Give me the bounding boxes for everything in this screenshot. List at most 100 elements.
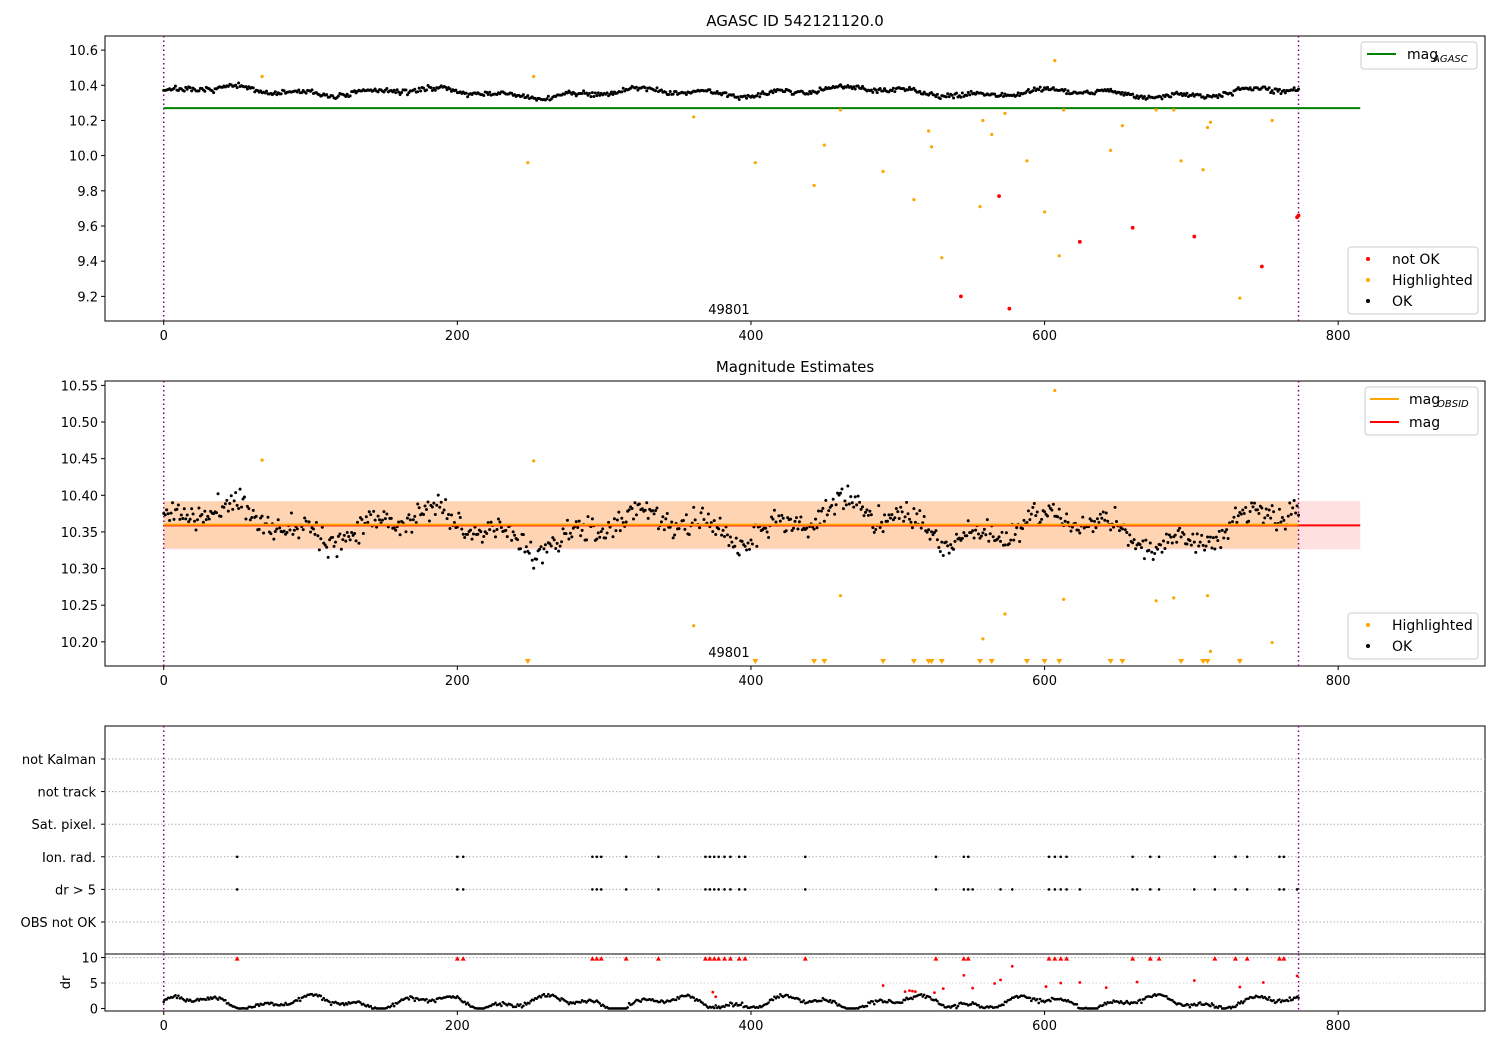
dr-point — [1241, 1001, 1245, 1005]
ok-point — [430, 505, 434, 509]
ok-point — [761, 90, 765, 94]
flag-point — [1059, 888, 1063, 891]
flag-point — [1131, 888, 1134, 891]
ok-point — [574, 520, 578, 524]
ok-point — [542, 547, 546, 551]
ok-point — [206, 514, 210, 518]
ok-point — [852, 505, 856, 509]
ok-point — [339, 547, 343, 551]
dr-point — [969, 1003, 973, 1006]
flag-point — [1135, 888, 1139, 891]
ok-point — [991, 535, 995, 539]
ok-point — [576, 525, 580, 529]
ok-point — [947, 551, 951, 555]
ok-point — [395, 88, 399, 92]
ok-point — [1248, 510, 1252, 514]
ok-point — [1003, 543, 1007, 547]
y-tick-label: 10.4 — [69, 79, 98, 94]
dr-point — [458, 998, 462, 1001]
ok-point — [546, 94, 550, 98]
chart-title: AGASC ID 542121120.0 — [706, 12, 884, 30]
legend-box — [1347, 246, 1479, 315]
legend-marker — [1366, 299, 1370, 303]
dr-point — [674, 998, 678, 1002]
y-tick-label: 10.30 — [61, 563, 98, 578]
ok-point — [411, 518, 415, 522]
dr-point — [282, 1003, 286, 1007]
ok-point — [1026, 509, 1030, 513]
out-of-range-marker — [752, 659, 759, 664]
ok-point — [466, 532, 470, 536]
ok-point — [372, 509, 376, 513]
ok-point — [912, 86, 916, 90]
ok-point — [1226, 536, 1230, 540]
ok-point — [586, 515, 590, 519]
ok-point — [655, 86, 659, 90]
ok-point — [1031, 505, 1035, 509]
dr-point — [1234, 1005, 1237, 1009]
ok-point — [1191, 92, 1195, 96]
ok-point — [850, 501, 854, 505]
ok-point — [244, 85, 248, 89]
ok-point — [1297, 513, 1301, 517]
ok-point — [335, 555, 339, 559]
highlighted-point — [838, 108, 843, 112]
ok-point — [1097, 521, 1101, 525]
ok-point — [416, 502, 420, 506]
dr-point — [466, 1001, 469, 1005]
highlighted-point — [978, 205, 982, 209]
ok-point — [504, 528, 508, 532]
dr-point — [494, 1001, 497, 1005]
dr-point — [498, 1002, 502, 1006]
ok-point — [794, 516, 798, 520]
ok-point — [590, 517, 594, 521]
ok-point — [651, 509, 655, 513]
ok-point — [1112, 525, 1116, 529]
ok-point — [745, 96, 749, 100]
ok-point — [878, 86, 882, 90]
highlighted-point — [1205, 594, 1210, 598]
ok-point — [1164, 532, 1168, 536]
ok-point — [793, 519, 797, 523]
ok-point — [448, 527, 452, 531]
dr-point — [698, 998, 701, 1002]
highlighted-point — [1208, 649, 1213, 653]
dr-high-point — [913, 990, 917, 994]
highlighted-point — [1154, 108, 1158, 112]
ok-point — [790, 528, 794, 532]
ok-point — [1159, 543, 1163, 547]
dr-high-point — [1261, 981, 1265, 984]
dr-point — [834, 1001, 838, 1005]
ok-point — [853, 495, 857, 499]
ok-point — [952, 96, 956, 100]
ok-point — [605, 531, 609, 535]
dr-point — [1291, 998, 1294, 1001]
ok-point — [906, 512, 910, 516]
dr-clipped-marker — [460, 956, 466, 961]
ok-point — [580, 528, 584, 532]
ok-point — [530, 558, 534, 562]
dr-point — [514, 1005, 518, 1009]
out-of-range-marker — [1056, 659, 1063, 664]
dr-point — [391, 1002, 395, 1005]
ok-point — [723, 534, 727, 538]
ok-point — [488, 90, 492, 94]
not-ok-point — [1296, 213, 1301, 218]
ok-point — [966, 519, 970, 523]
ok-point — [654, 509, 658, 513]
ok-point — [419, 89, 423, 93]
ok-point — [1184, 93, 1188, 97]
dr-clipped-marker — [1147, 956, 1153, 961]
ok-point — [1063, 87, 1067, 91]
ok-point — [461, 532, 465, 536]
dr-point — [911, 997, 914, 1001]
ok-point — [979, 534, 983, 538]
ok-point — [740, 539, 744, 543]
dr-point — [1286, 999, 1290, 1003]
ok-point — [585, 538, 589, 542]
ok-point — [789, 517, 793, 521]
dr-panel: 0 5 10 dr 0 200 400 600 800 — [59, 952, 1486, 1034]
ok-point — [997, 535, 1001, 539]
ok-point — [987, 539, 991, 543]
dr-point — [771, 998, 775, 1002]
